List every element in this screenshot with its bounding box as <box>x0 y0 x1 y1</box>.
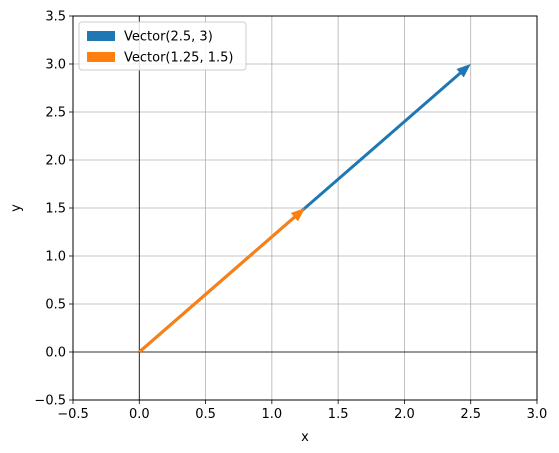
x-tick-label: 0.0 <box>129 407 150 422</box>
x-tick-label: 1.0 <box>262 407 283 422</box>
legend-swatch <box>87 52 115 62</box>
x-tick-label: −0.5 <box>57 407 89 422</box>
y-tick-label: 2.5 <box>45 106 66 121</box>
vector-head <box>290 208 305 222</box>
legend: Vector(2.5, 3) Vector(1.25, 1.5) <box>78 21 247 71</box>
x-tick-label: 0.5 <box>195 407 216 422</box>
legend-box <box>78 21 247 71</box>
y-tick-label: 1.5 <box>45 202 66 217</box>
y-tick-label: −0.5 <box>34 394 66 409</box>
vectors <box>138 64 471 354</box>
x-tick-label: 2.0 <box>394 407 415 422</box>
y-ticks: −0.5 0.0 0.5 1.0 1.5 2.0 2.5 3.0 3.5 <box>34 10 73 409</box>
y-tick-label: 3.5 <box>45 10 66 25</box>
y-tick-label: 0.5 <box>45 298 66 313</box>
x-axis-label: x <box>301 430 309 445</box>
vector-head <box>456 64 471 78</box>
x-ticks: −0.5 0.0 0.5 1.0 1.5 2.0 2.5 3.0 <box>57 400 547 422</box>
x-tick-label: 1.5 <box>328 407 349 422</box>
y-tick-label: 2.0 <box>45 154 66 169</box>
x-tick-label: 3.0 <box>527 407 548 422</box>
y-tick-label: 3.0 <box>45 58 66 73</box>
legend-entry: Vector(2.5, 3) <box>124 30 213 45</box>
y-tick-label: 1.0 <box>45 250 66 265</box>
vector-shaft <box>138 215 297 354</box>
x-tick-label: 2.5 <box>460 407 481 422</box>
origin-axes <box>73 16 537 400</box>
legend-swatch <box>87 31 115 41</box>
vector-arrow <box>138 208 305 354</box>
legend-entry: Vector(1.25, 1.5) <box>124 51 233 66</box>
y-axis-label: y <box>9 204 24 212</box>
y-tick-label: 0.0 <box>45 346 66 361</box>
